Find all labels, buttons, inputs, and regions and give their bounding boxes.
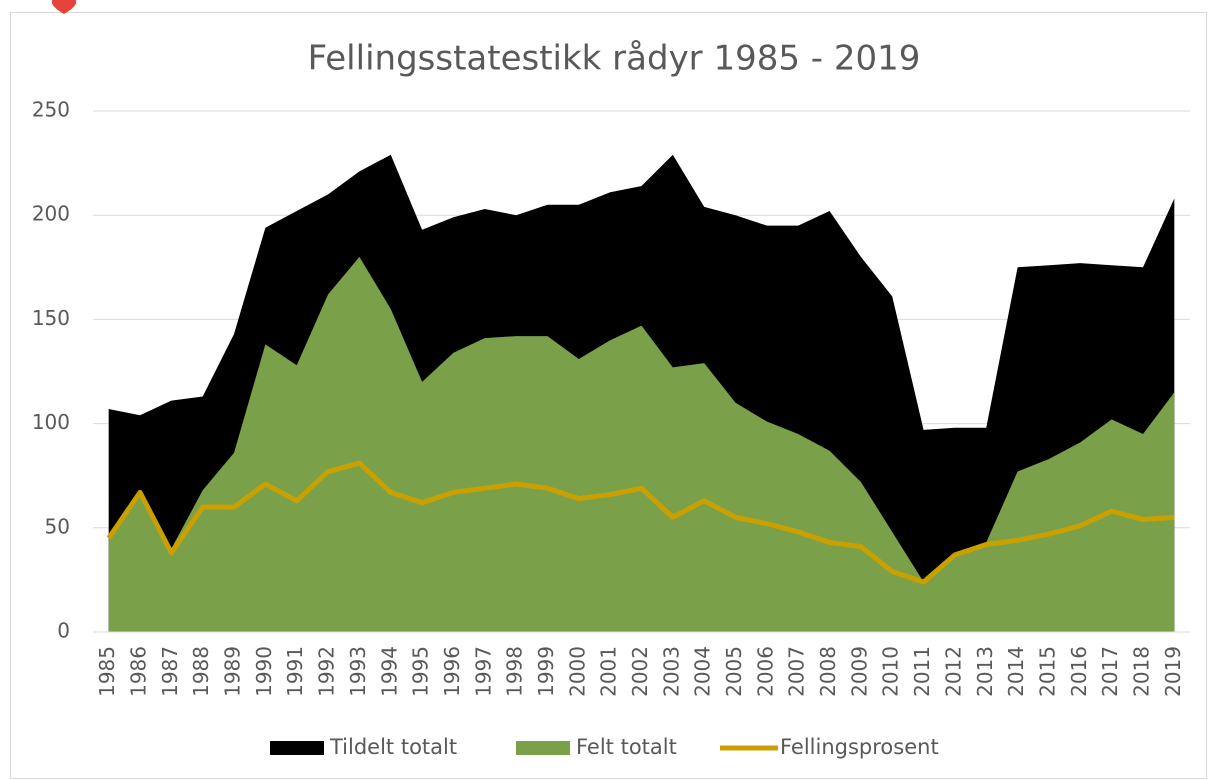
- x-tick-label: 2011: [910, 646, 934, 697]
- legend-swatch: [516, 741, 570, 755]
- x-tick-label: 2002: [628, 646, 652, 697]
- x-tick-label: 2013: [973, 646, 997, 697]
- x-tick-label: 1993: [346, 646, 370, 697]
- x-tick-label: 2001: [597, 646, 621, 697]
- y-tick-label: 150: [32, 306, 70, 330]
- chart-title: Fellingsstatestikk rådyr 1985 - 2019: [308, 39, 921, 79]
- y-tick-label: 250: [32, 98, 70, 122]
- icon: [51, 0, 77, 14]
- y-tick-label: 0: [57, 619, 70, 643]
- x-tick-label: 2009: [847, 646, 871, 697]
- plot: [106, 154, 1175, 632]
- legend-label: Fellingsprosent: [780, 735, 939, 759]
- line: [106, 460, 1175, 585]
- x-tick-label: 1998: [503, 646, 527, 697]
- x-tick-label: 2006: [753, 646, 777, 697]
- x-tick-label: 2000: [565, 646, 589, 697]
- x-tick-label: 2014: [1004, 646, 1028, 697]
- x-tick-label: 1987: [158, 646, 182, 697]
- legend-swatch: [270, 741, 324, 755]
- y-tick-label: 50: [45, 514, 70, 538]
- x-tick-label: 2015: [1035, 646, 1059, 697]
- x-tick-label: 2007: [785, 646, 809, 697]
- x-tick-label: 2005: [722, 646, 746, 697]
- x-tick-label: 2016: [1067, 646, 1091, 697]
- axes: 0 50 100 150 200 250 1985 1986 1987 1988 1989 1990 1…: [32, 98, 1190, 697]
- x-tick-label: 1999: [534, 646, 558, 697]
- x-tick-label: 2018: [1129, 646, 1153, 697]
- x-tick-label: 1991: [283, 646, 307, 697]
- legend-label: Tildelt totalt: [329, 735, 457, 759]
- x-tick-label: 1994: [377, 646, 401, 697]
- y-tick-label: 200: [32, 202, 70, 226]
- x-tick-label: 2004: [691, 646, 715, 697]
- x-tick-label: 1997: [471, 646, 495, 697]
- x-tick-label: 1988: [189, 646, 213, 697]
- legend: Tildelt totalt Felt totalt Fellingsprosent: [270, 735, 939, 759]
- legend-label: Felt totalt: [576, 735, 677, 759]
- x-tick-label: 1985: [95, 646, 119, 697]
- x-tick-label: 2017: [1098, 646, 1122, 697]
- area: [108, 256, 1175, 632]
- x-tick-label: 1990: [252, 646, 276, 697]
- y-tick-label: 100: [32, 410, 70, 434]
- x-tick-label: 2008: [816, 646, 840, 697]
- x-tick-label: 1986: [127, 646, 151, 697]
- x-tick-label: 1989: [221, 646, 245, 697]
- x-tick-label: 1996: [440, 646, 464, 697]
- x-tick-label: 1992: [315, 646, 339, 697]
- x-tick-label: 1995: [409, 646, 433, 697]
- x-tick-label: 2012: [941, 646, 965, 697]
- x-tick-label: 2010: [879, 646, 903, 697]
- x-tick-label: 2003: [659, 646, 683, 697]
- x-tick-label: 2019: [1161, 646, 1185, 697]
